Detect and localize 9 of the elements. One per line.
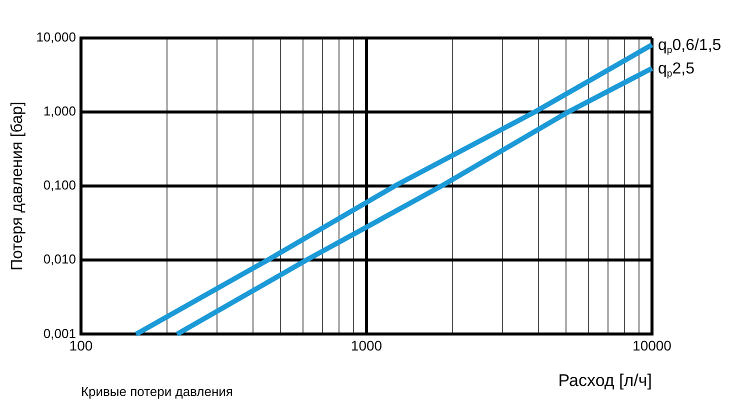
y-axis-title: Потеря давления [бар]	[9, 102, 26, 271]
x-tick-label: 10000	[632, 337, 672, 354]
text: Кривые потери давления	[80, 384, 233, 400]
y-tick-label: 1,000	[43, 104, 76, 119]
x-tick-label: 1000	[350, 337, 382, 354]
x-axis-title: Расход [л/ч]	[558, 371, 652, 390]
y-tick-label: 10,000	[36, 30, 76, 45]
y-tick-label: 0,010	[43, 252, 76, 267]
y-tick-label: 0,100	[43, 178, 76, 193]
